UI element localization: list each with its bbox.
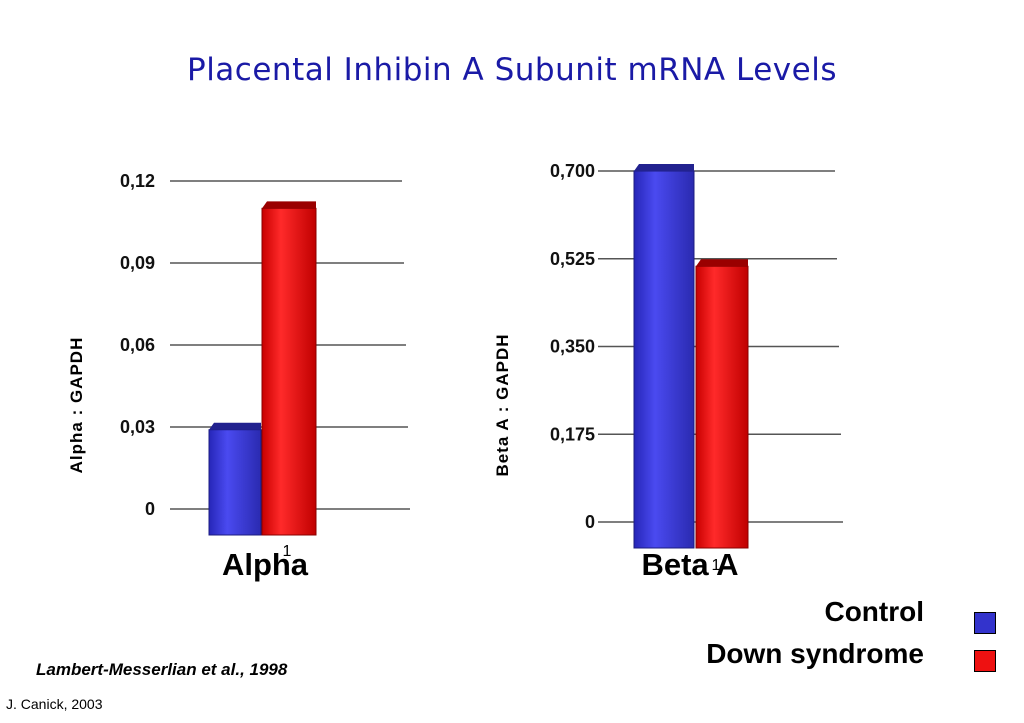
- legend-label-down-syndrome: Down syndrome: [706, 638, 924, 669]
- legend-label-control: Control: [824, 596, 924, 627]
- alpha-y-axis-label: Alpha : GAPDH: [67, 337, 86, 474]
- beta-a-bar-cap-down-syndrome: [696, 259, 748, 267]
- beta-a-bar-cap-control: [634, 164, 694, 171]
- alpha-category-label: 1: [283, 543, 292, 560]
- beta-a-y-tick-label: 0: [585, 512, 595, 532]
- citation: Lambert-Messerlian et al., 1998: [36, 660, 288, 679]
- beta-a-group-label: Beta A: [641, 547, 738, 582]
- alpha-y-tick-label: 0: [145, 499, 155, 519]
- page-title: Placental Inhibin A Subunit mRNA Levels: [187, 52, 837, 88]
- alpha-bar-down-syndrome: [261, 207, 317, 536]
- alpha-y-tick-label: 0,03: [120, 417, 155, 437]
- beta-a-y-tick-label: 0,525: [550, 249, 595, 269]
- alpha-bar-control: [208, 429, 262, 536]
- alpha-group-label: Alpha: [222, 547, 309, 582]
- footer-credit: J. Canick, 2003: [6, 696, 103, 712]
- beta-a-bar-control: [633, 170, 695, 549]
- beta-a-bar-down-syndrome: [695, 265, 749, 549]
- alpha-bar-cap-control: [209, 422, 261, 430]
- beta-a-y-axis-label: Beta A : GAPDH: [493, 333, 512, 476]
- legend-swatch-down-syndrome: [974, 650, 996, 672]
- alpha-y-tick-label: 0,12: [120, 171, 155, 191]
- alpha-y-tick-label: 0,06: [120, 335, 155, 355]
- beta-a-category-label: 1: [712, 557, 721, 574]
- beta-a-y-tick-label: 0,350: [550, 337, 595, 357]
- alpha-bar-cap-down-syndrome: [262, 201, 316, 209]
- beta-a-y-tick-label: 0,700: [550, 161, 595, 181]
- beta-a-y-tick-label: 0,175: [550, 424, 595, 444]
- alpha-y-tick-label: 0,09: [120, 253, 155, 273]
- legend-swatch-control: [974, 612, 996, 634]
